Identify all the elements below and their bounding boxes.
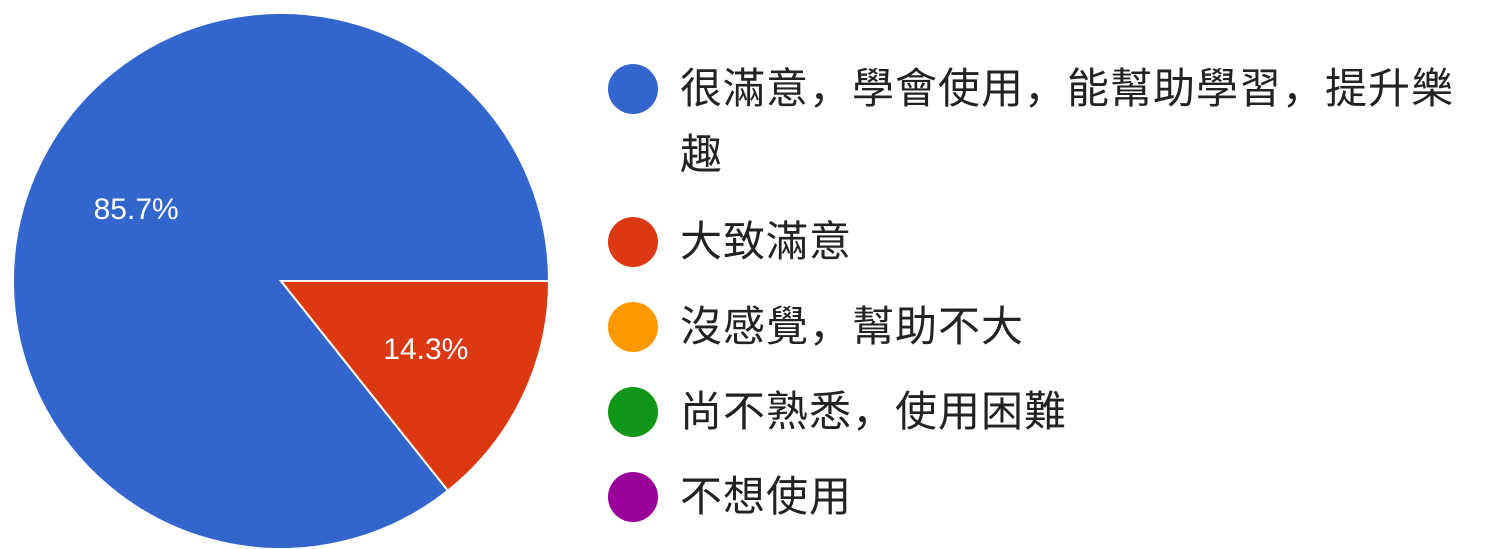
pie-slice-label-0: 85.7%: [94, 193, 179, 226]
legend-swatch-purple: [608, 472, 658, 522]
legend-swatch-blue: [608, 64, 658, 114]
pie-slice-labels: 85.7% 14.3%: [94, 193, 469, 366]
legend-label: 尚不熟悉，使用困難: [680, 387, 1068, 436]
legend-label: 沒感覺，幫助不大: [680, 302, 1025, 351]
legend-item-unfamiliar[interactable]: 尚不熟悉，使用困難: [608, 379, 1498, 445]
legend-swatch-orange: [608, 302, 658, 352]
pie-slice-label-1: 14.3%: [383, 333, 468, 366]
legend-item-no-feeling[interactable]: 沒感覺，幫助不大: [608, 294, 1498, 360]
pie-slice-1[interactable]: [278, 280, 551, 493]
legend-item-very-satisfied[interactable]: 很滿意，學會使用，能幫助學習，提升樂趣: [608, 56, 1498, 188]
pie-chart: 85.7% 14.3%: [12, 12, 551, 548]
legend-item-mostly-satisfied[interactable]: 大致滿意: [608, 209, 1498, 275]
legend-swatch-green: [608, 387, 658, 437]
legend-label: 不想使用: [680, 472, 853, 521]
legend-label: 大致滿意: [680, 217, 853, 266]
chart-legend: 很滿意，學會使用，能幫助學習，提升樂趣 大致滿意 沒感覺，幫助不大 尚不熟悉，使…: [608, 56, 1498, 549]
legend-label: 很滿意，學會使用，能幫助學習，提升樂趣: [680, 64, 1455, 179]
legend-swatch-red: [608, 217, 658, 267]
pie-slices: [12, 12, 551, 548]
legend-item-not-want[interactable]: 不想使用: [608, 464, 1498, 530]
